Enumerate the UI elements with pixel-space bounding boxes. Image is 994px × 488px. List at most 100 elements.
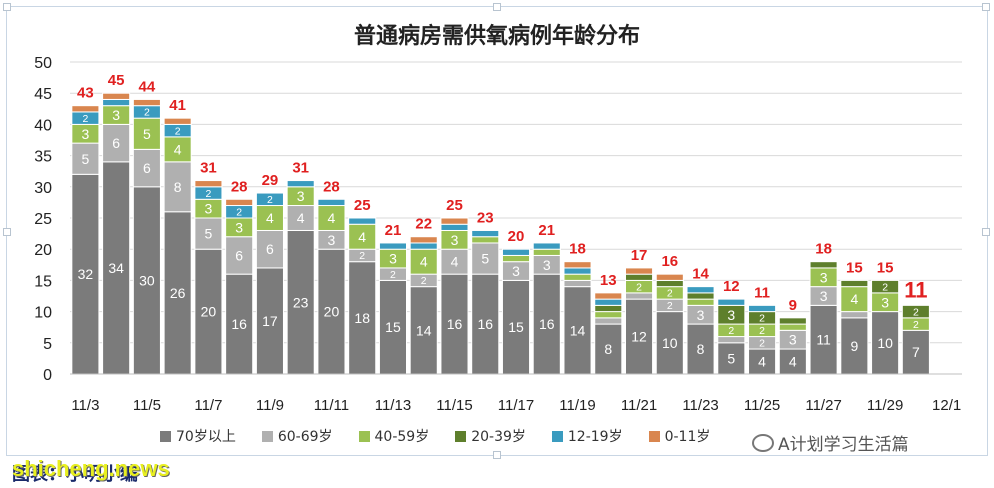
bar-segment: [655, 311, 684, 375]
bar-segment: [471, 229, 500, 238]
legend-swatch: [648, 430, 660, 442]
legend-swatch: [160, 430, 171, 442]
bar-segment: [778, 323, 807, 331]
segment-value-label: 2: [913, 307, 919, 318]
segment-value-label: 3: [235, 219, 243, 235]
bar-segment: [163, 117, 192, 125]
segment-value-label: 2: [759, 314, 765, 325]
legend-item: 60-69岁: [261, 426, 333, 446]
bar-segment: [871, 279, 900, 294]
resize-handle-right-middle[interactable]: [982, 228, 990, 236]
bar-segment: [717, 336, 746, 344]
total-value-label: 29: [262, 172, 279, 189]
bar-segment: [471, 242, 500, 275]
legend-item: 20-39岁: [455, 426, 526, 446]
segment-value-label: 18: [354, 310, 370, 326]
resize-handle-top-middle[interactable]: [493, 3, 501, 11]
bar-segment: [563, 279, 592, 288]
site-watermark: shicheng.news: [12, 456, 170, 481]
segment-value-label: 2: [175, 126, 181, 137]
segment-value-label: 23: [293, 294, 309, 310]
segment-value-label: 17: [262, 313, 278, 329]
bar-segment: [71, 105, 100, 113]
bar-segment: [286, 229, 315, 375]
bar-segment: [225, 273, 254, 375]
segment-value-label: 7: [912, 344, 920, 360]
resize-handle-top-left[interactable]: [3, 3, 11, 11]
segment-value-label: 6: [112, 135, 120, 151]
bar-segment: [286, 205, 315, 231]
x-tick-label: 11/17: [498, 397, 534, 414]
segment-value-label: 4: [328, 210, 336, 226]
segment-value-label: 2: [390, 270, 396, 281]
bar-segment: [317, 198, 346, 207]
legend-item: 0-11岁: [648, 426, 710, 446]
total-value-label: 21: [538, 222, 555, 239]
x-tick-label: 11/7: [194, 397, 222, 414]
total-value-label: 41: [169, 97, 186, 114]
bar-segment: [625, 292, 654, 300]
total-value-label: 45: [108, 72, 125, 89]
bar-segment: [440, 223, 469, 231]
total-value-label: 12: [723, 278, 740, 295]
segment-value-label: 2: [728, 326, 734, 337]
segment-value-label: 16: [539, 316, 555, 332]
legend-swatch: [261, 430, 273, 442]
segment-value-label: 20: [324, 304, 340, 320]
segment-value-label: 3: [543, 257, 551, 273]
segment-value-label: 2: [359, 251, 365, 262]
total-value-label: 25: [446, 197, 463, 214]
bar-segment: [655, 273, 684, 281]
segment-value-label: 34: [108, 260, 124, 276]
total-value-label: 13: [600, 272, 617, 289]
y-tick-label: 50: [34, 55, 52, 72]
total-value-label: 31: [292, 160, 309, 177]
segment-value-label: 3: [112, 107, 120, 123]
total-value-label: 18: [569, 241, 586, 258]
bar-segment: [594, 317, 623, 325]
bar-segment: [132, 148, 161, 188]
bar-segment: [132, 98, 161, 107]
x-tick-label: 11/3: [71, 397, 99, 414]
resize-handle-left-middle[interactable]: [3, 228, 11, 236]
segment-value-label: 3: [297, 188, 305, 204]
bar-segment: [686, 298, 715, 306]
segment-value-label: 3: [789, 332, 797, 348]
total-value-label: 23: [477, 209, 494, 226]
segment-value-label: 16: [477, 316, 493, 332]
segment-value-label: 4: [451, 254, 459, 270]
x-tick-label: 11/5: [133, 397, 161, 414]
bar-segment: [778, 348, 807, 375]
bar-segment: [132, 117, 161, 150]
segment-value-label: 15: [385, 319, 401, 335]
bar-segment: [409, 236, 438, 244]
segment-value-label: 3: [727, 307, 735, 323]
bar-segment: [809, 304, 838, 375]
bar-segment: [594, 304, 623, 313]
segment-value-label: 3: [512, 263, 520, 279]
resize-handle-top-right[interactable]: [982, 3, 990, 11]
x-tick-label: 11/15: [436, 397, 472, 414]
total-value-label: 16: [661, 253, 678, 270]
bar-segment: [563, 267, 592, 275]
bar-segment: [655, 279, 684, 288]
segment-value-label: 32: [78, 266, 94, 282]
total-value-label: 28: [323, 178, 340, 195]
chart-legend: 70岁以上 60-69岁 40-59岁 20-39岁 12-19岁 0-11岁: [160, 426, 710, 446]
bar-segment: [440, 248, 469, 275]
bar-segment: [563, 273, 592, 281]
y-tick-label: 25: [34, 211, 52, 228]
segment-value-label: 5: [81, 151, 89, 167]
y-tick-label: 15: [34, 273, 52, 290]
segment-value-label: 4: [266, 210, 274, 226]
segment-value-label: 16: [231, 316, 247, 332]
y-tick-label: 5: [43, 336, 52, 353]
resize-handle-bottom-middle[interactable]: [493, 451, 501, 459]
segment-value-label: 2: [82, 114, 88, 125]
y-tick-label: 35: [34, 149, 52, 166]
segment-value-label: 4: [758, 354, 766, 370]
bar-segment: [71, 173, 100, 375]
chart-title: 普通病房需供氧病例年龄分布: [353, 24, 640, 49]
segment-value-label: 3: [881, 294, 889, 310]
